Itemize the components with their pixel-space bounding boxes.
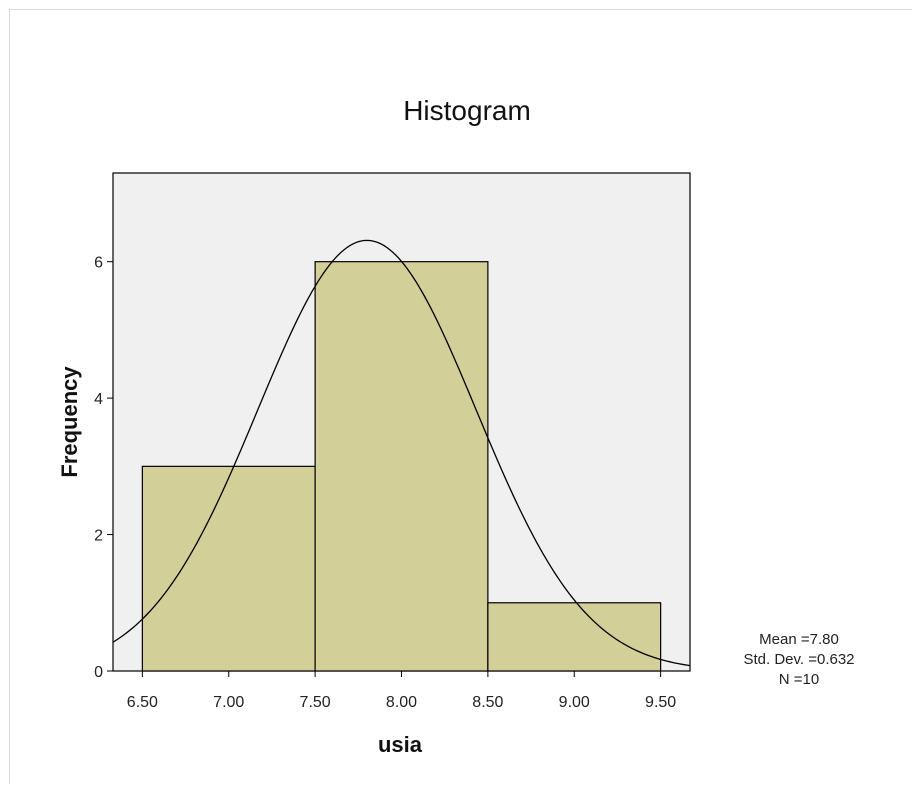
y-tick-label: 0 [94,664,103,681]
chart-title: Histogram [403,95,531,126]
y-axis-label: Frequency [57,366,82,478]
y-tick-label: 4 [94,391,103,408]
x-tick-label: 8.00 [386,694,417,711]
histogram-bar [141,465,316,672]
x-tick-label: 6.50 [127,694,158,711]
x-axis-label: usia [378,732,423,757]
normal-curve [112,239,691,667]
y-tick-label: 6 [94,255,103,272]
bars [141,261,662,672]
y-tick-label: 2 [94,528,103,545]
stat-mean: Mean =7.80 [759,631,839,648]
x-tick-label: 9.50 [645,694,676,711]
x-axis-ticks: 6.50 7.00 7.50 8.00 8.50 9.00 9.50 [127,671,676,711]
x-tick-label: 7.50 [300,694,331,711]
x-tick-label: 8.50 [472,694,503,711]
x-tick-label: 7.00 [213,694,244,711]
chart-frame [9,9,912,784]
histogram-bar [487,602,662,672]
x-tick-label: 9.00 [559,694,590,711]
histogram-bar [314,261,489,672]
stat-n: N =10 [779,671,819,688]
y-axis-ticks: 0 2 4 6 [94,255,113,681]
stat-std-dev: Std. Dev. =0.632 [743,651,854,668]
